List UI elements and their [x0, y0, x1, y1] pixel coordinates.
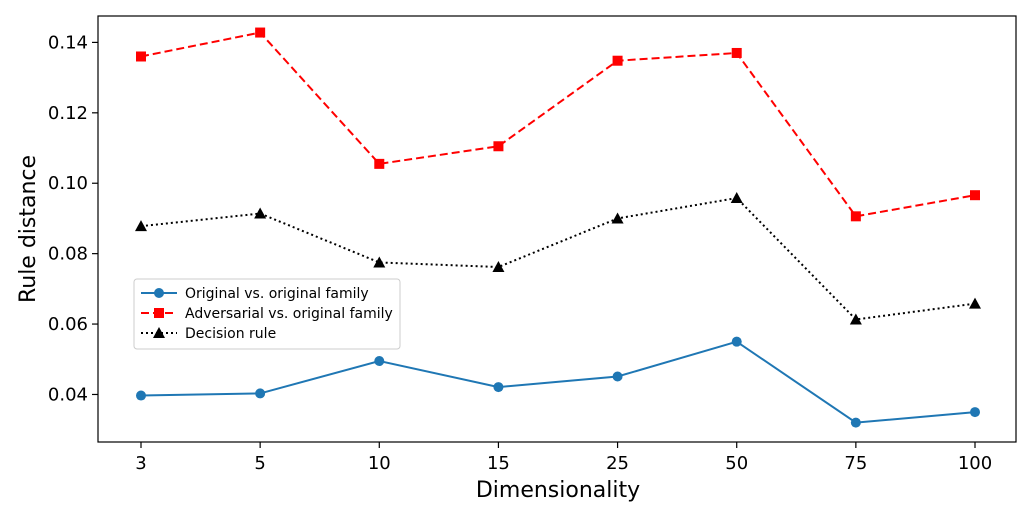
x-tick-label: 100: [958, 453, 992, 474]
y-tick-label: 0.12: [48, 103, 88, 124]
data-point-decision-rule: [849, 313, 862, 325]
y-tick-label: 0.14: [48, 32, 88, 53]
data-point-original-vs-original: [850, 417, 861, 428]
legend-marker: [154, 308, 164, 318]
x-tick-label: 15: [487, 453, 510, 474]
y-axis-label: Rule distance: [16, 155, 41, 303]
x-tick-label: 25: [606, 453, 629, 474]
legend-box: [133, 278, 401, 350]
x-tick-label: 10: [368, 453, 391, 474]
legend-entry-original-vs-original: Original vs. original family: [141, 286, 369, 302]
data-point-original-vs-original: [136, 390, 146, 401]
data-point-adversarial-vs-original: [136, 51, 146, 62]
data-point-decision-rule: [373, 256, 386, 268]
data-point-original-vs-original: [493, 382, 504, 393]
data-point-original-vs-original: [731, 336, 742, 347]
x-tick-label: 5: [254, 453, 265, 474]
data-point-original-vs-original: [374, 356, 385, 367]
data-point-adversarial-vs-original: [374, 158, 385, 169]
data-point-original-vs-original: [255, 388, 266, 399]
y-tick-label: 0.08: [48, 244, 88, 265]
series-line-adversarial-vs-original: [140, 31, 976, 218]
legend-marker: [154, 288, 164, 298]
plot-area-frame: [97, 15, 1017, 443]
y-tick-label: 0.10: [48, 173, 88, 194]
data-point-original-vs-original: [970, 407, 980, 418]
x-tick-label: 3: [135, 453, 146, 474]
y-tick-label: 0.06: [48, 314, 88, 335]
data-point-adversarial-vs-original: [612, 55, 623, 66]
x-axis-label: Dimensionality: [476, 478, 640, 503]
legend-marker: [153, 327, 165, 338]
series-decision-rule: [135, 192, 981, 325]
data-point-decision-rule: [969, 297, 981, 309]
legend-entry-adversarial-vs-original: Adversarial vs. original family: [141, 306, 393, 322]
ticks-layer: 3 5 10 15 25 50 75 100 0.04 0.06 0.08 0.10 0.12 0.14: [48, 32, 992, 474]
data-point-decision-rule: [135, 220, 147, 232]
y-tick-label: 0.04: [48, 384, 88, 405]
data-point-decision-rule: [492, 261, 505, 273]
x-tick-label: 50: [725, 453, 748, 474]
legend-label: Decision rule: [185, 326, 276, 342]
data-point-adversarial-vs-original: [493, 141, 504, 152]
legend: Original vs. original family Adversarial …: [133, 278, 401, 350]
data-point-decision-rule: [611, 212, 624, 224]
data-point-decision-rule: [730, 192, 743, 204]
legend-entry-decision-rule: Decision rule: [141, 326, 276, 342]
legend-label: Original vs. original family: [185, 286, 369, 302]
data-point-adversarial-vs-original: [731, 47, 742, 58]
data-point-original-vs-original: [612, 371, 623, 382]
x-tick-label: 75: [844, 453, 867, 474]
data-point-adversarial-vs-original: [970, 190, 980, 201]
series-line-decision-rule: [140, 196, 976, 321]
series-line-original-vs-original: [140, 340, 976, 424]
series-layer: [135, 27, 981, 428]
data-point-adversarial-vs-original: [850, 211, 861, 222]
series-original-vs-original: [136, 336, 980, 428]
data-point-adversarial-vs-original: [255, 27, 266, 38]
series-adversarial-vs-original: [136, 27, 980, 222]
data-point-decision-rule: [254, 207, 267, 219]
legend-label: Adversarial vs. original family: [185, 306, 393, 322]
